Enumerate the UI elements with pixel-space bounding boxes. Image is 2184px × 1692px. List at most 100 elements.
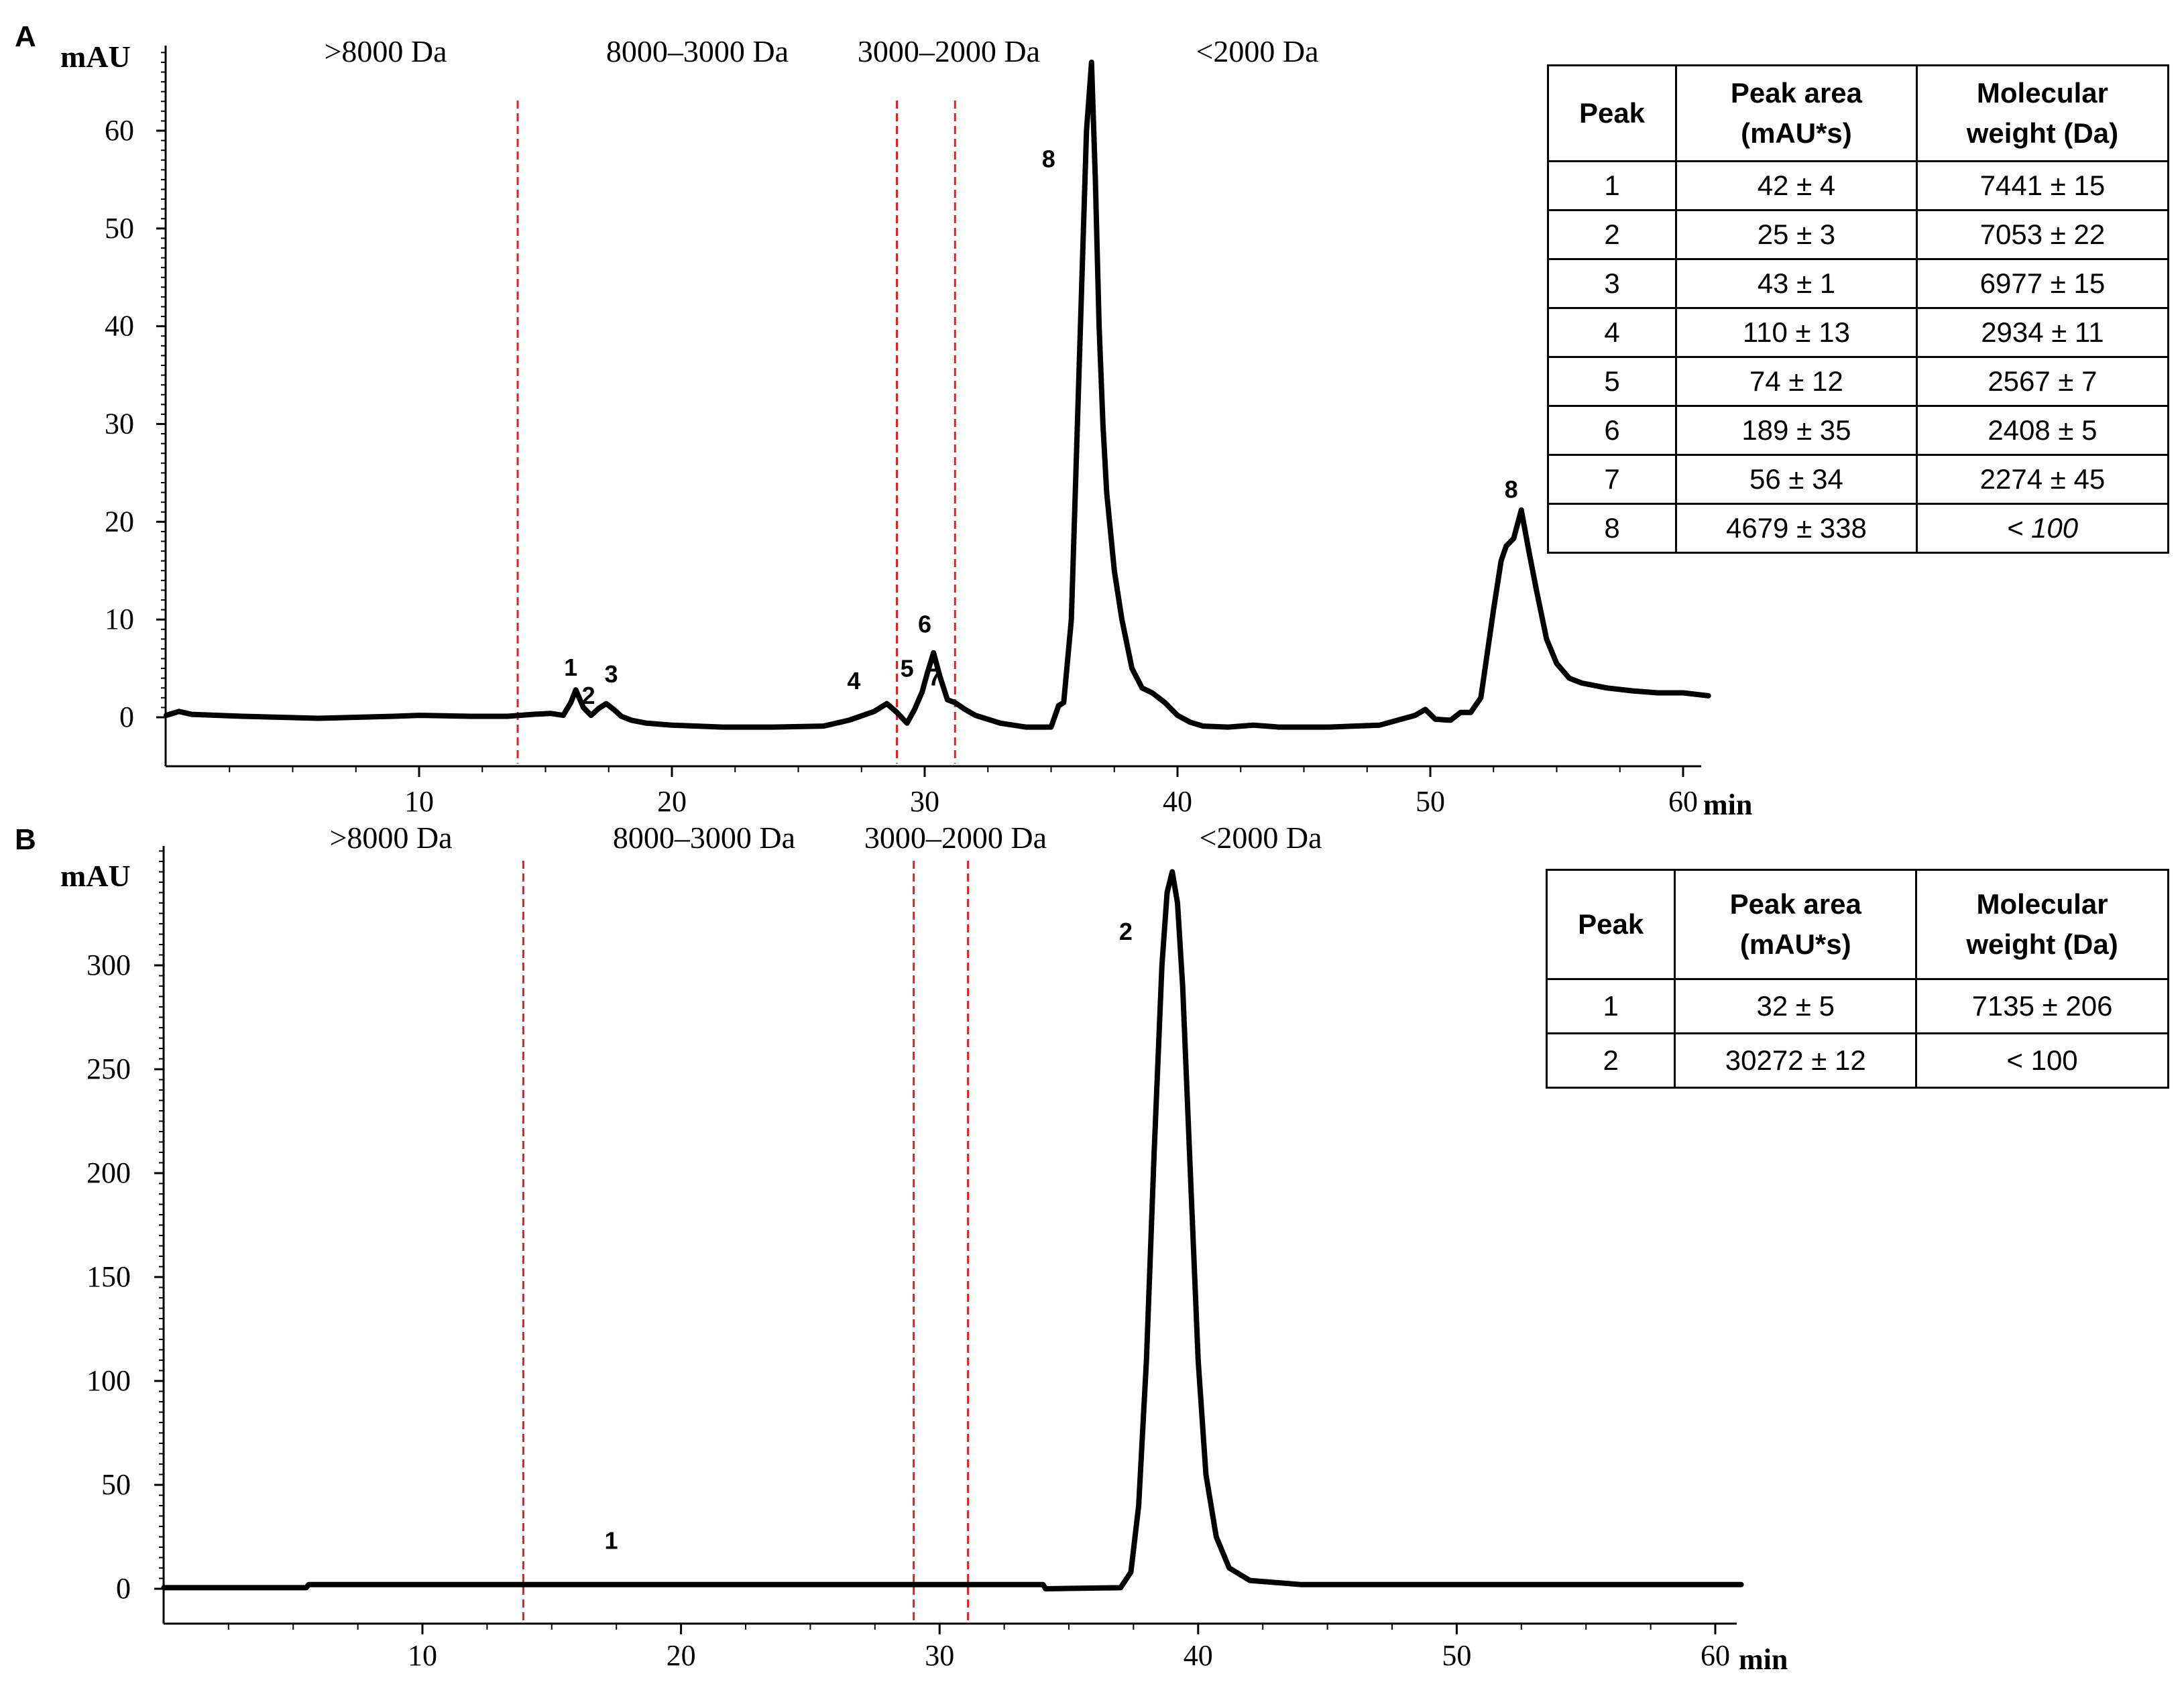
table-row: 2 25 ± 3 7053 ± 22 [1546,209,2170,260]
x-tick-label: 10 [404,785,434,818]
cell-peak: 7 [1546,454,1678,505]
header-peak-area: Peak area (mAU*s) [1675,64,1918,162]
cell-area: 74 ± 12 [1675,356,1918,407]
y-tick-label: 150 [87,1260,131,1293]
cell-peak: 8 [1546,503,1678,554]
table-row: 3 43 ± 1 6977 ± 15 [1546,258,2170,309]
peak-table-b: Peak Peak area (mAU*s) Molecular weight (D… [1545,869,2169,1089]
x-tick-label: 40 [1184,1639,1213,1672]
y-tick-label: 40 [105,310,134,343]
y-tick-label: 60 [105,114,134,147]
peak-label: 1 [564,654,577,681]
cell-peak: 2 [1546,209,1678,260]
table-row: 8 4679 ± 338 < 100 [1546,503,2170,554]
x-tick-label: 60 [1668,785,1698,818]
y-tick-label: 10 [105,603,134,636]
panel-letter-b: B [15,823,36,856]
peak-label: 1 [604,1527,618,1555]
cell-area: 4679 ± 338 [1675,503,1918,554]
cell-peak: 5 [1546,356,1678,407]
cell-mw: 7441 ± 15 [1915,160,2170,211]
cell-peak: 2 [1545,1032,1676,1089]
chromatogram-a: 0 10 20 30 40 50 60 10 20 30 40 50 60 mAU min >8000 Da 8… [60,34,1752,821]
y-tick-label: 50 [101,1468,131,1501]
cell-mw: 7135 ± 206 [1915,978,2169,1034]
x-tick-label: 30 [925,1639,954,1672]
region-label: >8000 Da [324,34,447,68]
cell-mw: 2274 ± 45 [1915,454,2170,505]
table-row: 2 30272 ± 12 < 100 [1545,1032,2169,1089]
cell-mw: < 100 [1915,503,2170,554]
cell-mw: 2934 ± 11 [1915,307,2170,358]
header-peak: Peak [1546,64,1678,162]
table-row: 5 74 ± 12 2567 ± 7 [1546,356,2170,407]
peak-label: 2 [582,682,595,709]
header-molecular-weight: Molecular weight (Da) [1915,64,2170,162]
region-label: 3000–2000 Da [858,34,1040,68]
header-molecular-weight: Molecular weight (Da) [1915,869,2169,980]
table-row: 4 110 ± 13 2934 ± 11 [1546,307,2170,358]
x-tick-label: 20 [667,1639,696,1672]
y-tick-label: 200 [87,1156,131,1189]
cell-mw: < 100 [1915,1032,2169,1089]
cell-area: 30272 ± 12 [1674,1032,1918,1089]
peak-label: 6 [918,611,931,638]
peak-label: 3 [605,660,618,688]
x-axis-label: min [1739,1643,1788,1676]
cell-area: 56 ± 34 [1675,454,1918,505]
y-tick-label: 30 [105,408,134,440]
y-tick-label: 20 [105,505,134,538]
region-label: 8000–3000 Da [613,821,795,855]
x-tick-label: 10 [408,1639,437,1672]
y-tick-label: 300 [87,949,131,981]
y-axis-label: mAU [60,859,131,893]
cell-peak: 1 [1545,978,1676,1034]
table-header-row: Peak Peak area (mAU*s) Molecular weight (D… [1546,64,2170,162]
x-tick-label: 40 [1163,785,1192,818]
peak-label: 4 [847,667,860,694]
peak-table-a: Peak Peak area (mAU*s) Molecular weight (D… [1546,64,2170,554]
header-peak: Peak [1545,869,1676,980]
cell-mw: 7053 ± 22 [1915,209,2170,260]
cell-area: 42 ± 4 [1675,160,1918,211]
y-tick-label: 0 [116,1572,131,1605]
cell-area: 43 ± 1 [1675,258,1918,309]
x-tick-label: 50 [1442,1639,1471,1672]
region-label: <2000 Da [1196,34,1318,68]
x-tick-label: 60 [1701,1639,1730,1672]
region-label: >8000 Da [329,821,452,855]
chromatogram-trace [161,869,1744,1591]
table-row: 7 56 ± 34 2274 ± 45 [1546,454,2170,505]
y-tick-label: 100 [87,1364,131,1397]
chromatogram-trace [164,59,1711,730]
table-row: 1 42 ± 4 7441 ± 15 [1546,160,2170,211]
peak-label: 5 [901,654,914,682]
cell-area: 32 ± 5 [1674,978,1918,1034]
y-axis-label: mAU [60,40,131,74]
peak-label: 7 [928,663,941,690]
table-header-row: Peak Peak area (mAU*s) Molecular weight (D… [1545,869,2169,980]
cell-peak: 4 [1546,307,1678,358]
cell-mw: 2567 ± 7 [1915,356,2170,407]
cell-peak: 3 [1546,258,1678,309]
peak-label: 8 [1505,475,1518,503]
y-tick-label: 250 [87,1052,131,1085]
table-row: 6 189 ± 35 2408 ± 5 [1546,405,2170,456]
x-tick-label: 20 [657,785,687,818]
cell-peak: 1 [1546,160,1678,211]
peak-label: 8 [1042,145,1055,172]
cell-mw: 6977 ± 15 [1915,258,2170,309]
panel-letter-a: A [15,20,36,53]
cell-area: 25 ± 3 [1675,209,1918,260]
cell-peak: 6 [1546,405,1678,456]
y-tick-label: 50 [105,212,134,245]
region-label: 3000–2000 Da [864,821,1047,855]
table-row: 1 32 ± 5 7135 ± 206 [1545,978,2169,1034]
x-tick-label: 50 [1416,785,1445,818]
x-axis-label: min [1703,788,1752,821]
peak-label: 2 [1119,918,1133,945]
cell-area: 189 ± 35 [1675,405,1918,456]
region-label: <2000 Da [1199,821,1322,855]
x-tick-label: 30 [910,785,939,818]
